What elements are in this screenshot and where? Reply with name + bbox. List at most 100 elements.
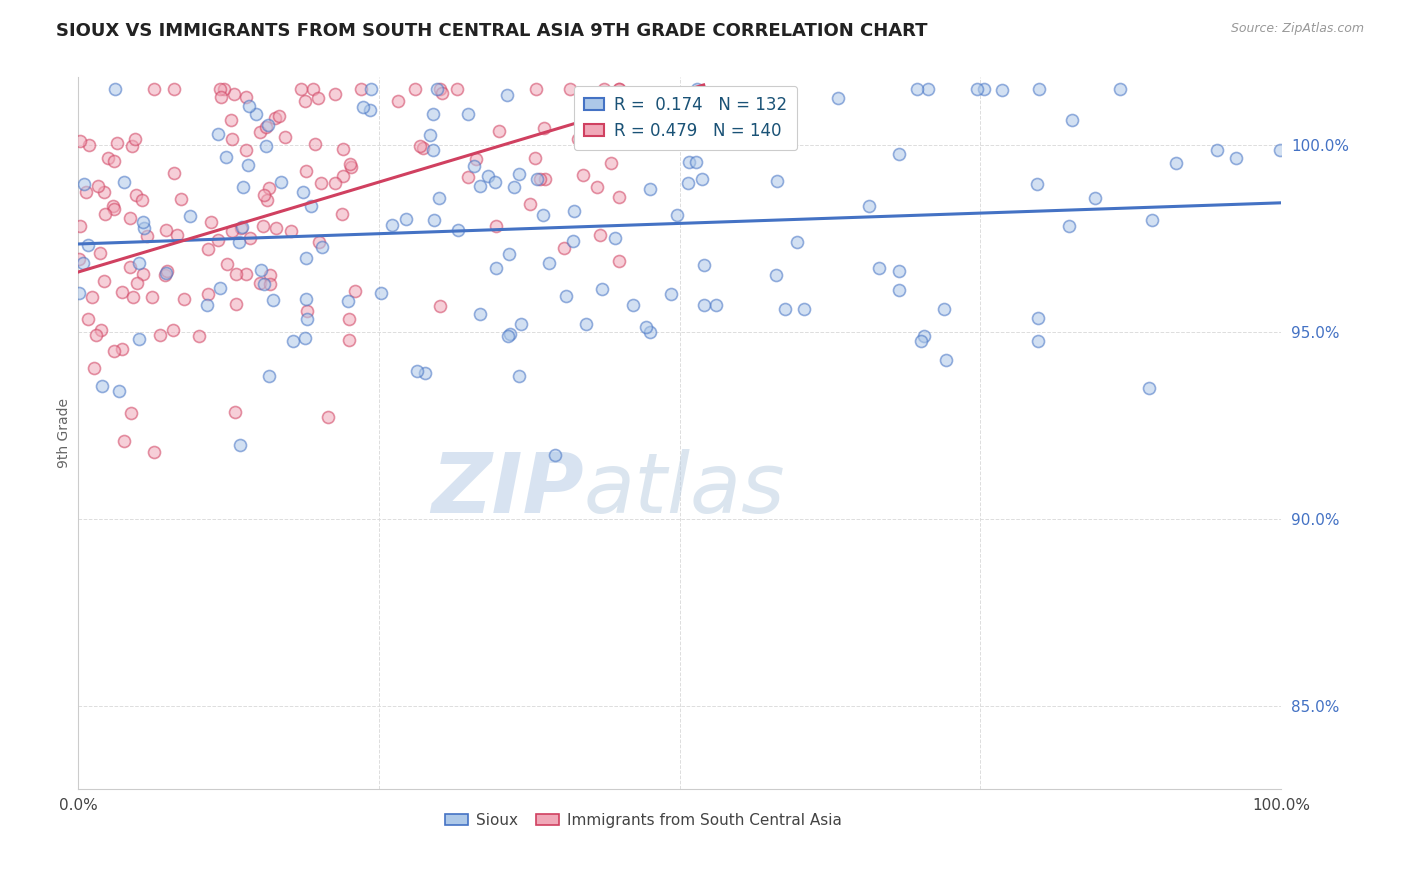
Point xyxy=(208,281,231,295)
Point xyxy=(337,312,360,326)
Point xyxy=(235,143,257,157)
Point xyxy=(97,151,120,165)
Point xyxy=(93,274,115,288)
Point xyxy=(638,182,661,196)
Point xyxy=(254,120,277,135)
Point xyxy=(609,81,631,95)
Point xyxy=(463,159,485,173)
Text: ZIP: ZIP xyxy=(430,450,583,531)
Point xyxy=(973,81,995,95)
Point xyxy=(197,242,219,256)
Point xyxy=(225,267,247,281)
Point xyxy=(659,287,682,301)
Point xyxy=(605,94,627,108)
Point xyxy=(868,260,890,275)
Point xyxy=(917,81,939,95)
Point xyxy=(571,128,593,142)
Point xyxy=(337,294,360,309)
Point xyxy=(112,434,135,449)
Point xyxy=(498,247,520,261)
Point xyxy=(496,87,519,102)
Point xyxy=(360,81,382,95)
Point xyxy=(301,81,323,95)
Point xyxy=(586,179,609,194)
Point xyxy=(316,409,339,424)
Point xyxy=(215,150,238,164)
Point xyxy=(422,107,444,121)
Point xyxy=(155,223,177,237)
Point xyxy=(294,95,316,109)
Point xyxy=(575,317,598,331)
Point xyxy=(499,326,522,341)
Point xyxy=(142,444,165,458)
Point xyxy=(427,190,450,204)
Point xyxy=(765,268,787,282)
Point xyxy=(229,220,252,235)
Point xyxy=(195,298,218,312)
Point xyxy=(132,220,155,235)
Point xyxy=(108,384,131,399)
Point xyxy=(599,156,621,170)
Point xyxy=(207,233,229,247)
Point xyxy=(887,264,910,278)
Point xyxy=(678,154,700,169)
Point xyxy=(280,224,302,238)
Point xyxy=(101,199,124,213)
Point xyxy=(496,328,519,343)
Point xyxy=(209,90,232,104)
Point xyxy=(295,251,318,265)
Point xyxy=(169,193,191,207)
Point xyxy=(429,299,451,313)
Point xyxy=(259,277,281,291)
Point xyxy=(112,175,135,189)
Point xyxy=(464,153,486,167)
Point xyxy=(121,138,143,153)
Point xyxy=(1062,113,1084,128)
Point xyxy=(827,91,849,105)
Point xyxy=(121,290,143,304)
Point xyxy=(529,172,551,186)
Point xyxy=(605,122,627,136)
Point xyxy=(685,154,707,169)
Point xyxy=(105,136,128,150)
Point xyxy=(678,176,700,190)
Point xyxy=(1057,219,1080,233)
Point xyxy=(446,223,468,237)
Point xyxy=(249,276,271,290)
Point xyxy=(793,301,815,316)
Point xyxy=(572,168,595,182)
Point xyxy=(912,328,935,343)
Point xyxy=(534,172,557,186)
Point xyxy=(273,129,295,144)
Point xyxy=(93,185,115,199)
Point xyxy=(686,81,709,95)
Point xyxy=(339,157,361,171)
Point xyxy=(412,141,434,155)
Point xyxy=(249,125,271,139)
Point xyxy=(591,283,613,297)
Point xyxy=(104,81,127,95)
Point xyxy=(1206,143,1229,157)
Point xyxy=(197,287,219,301)
Point xyxy=(666,208,689,222)
Point xyxy=(413,367,436,381)
Point xyxy=(509,317,531,331)
Point xyxy=(281,334,304,348)
Point xyxy=(337,334,360,348)
Y-axis label: 9th Grade: 9th Grade xyxy=(58,398,72,468)
Point xyxy=(166,228,188,243)
Point xyxy=(69,219,91,234)
Point xyxy=(249,262,271,277)
Point xyxy=(103,202,125,216)
Point xyxy=(254,139,277,153)
Point xyxy=(485,219,508,233)
Point xyxy=(73,178,96,192)
Point xyxy=(131,194,153,208)
Point xyxy=(291,185,314,199)
Point xyxy=(217,257,239,271)
Point xyxy=(609,93,631,107)
Point xyxy=(111,343,134,357)
Point xyxy=(155,266,177,280)
Point xyxy=(127,276,149,290)
Point xyxy=(245,107,267,121)
